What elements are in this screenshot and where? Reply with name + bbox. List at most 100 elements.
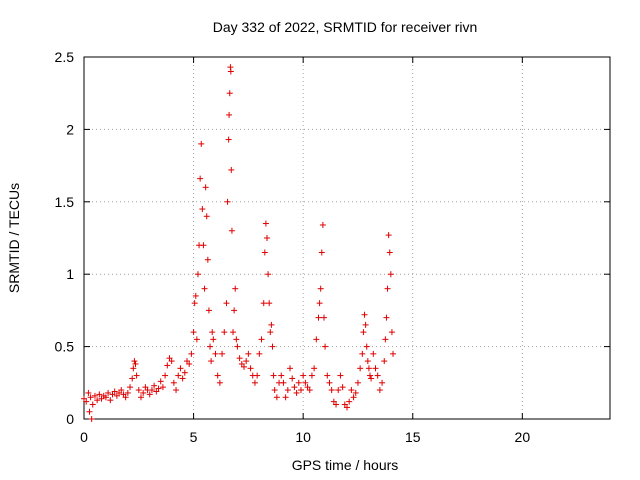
data-point	[212, 350, 219, 357]
data-point	[368, 375, 375, 382]
data-point	[311, 365, 318, 372]
data-point	[177, 365, 184, 372]
data-point	[313, 336, 320, 343]
data-point	[383, 314, 390, 321]
data-point	[205, 307, 212, 314]
data-point	[135, 387, 142, 394]
data-point	[210, 336, 217, 343]
data-point	[83, 398, 90, 405]
data-point	[370, 350, 377, 357]
data-point	[264, 235, 271, 241]
x-tick-label: 20	[515, 429, 531, 445]
data-point	[140, 389, 147, 396]
data-point	[200, 242, 207, 249]
data-point	[228, 166, 235, 173]
x-tick-label: 10	[295, 429, 311, 445]
data-point	[302, 379, 309, 386]
data-point	[155, 385, 162, 392]
data-point	[181, 369, 188, 376]
y-axis-label: SRMTID / TECUs	[6, 183, 22, 293]
data-point	[333, 401, 340, 408]
data-point	[318, 249, 325, 256]
data-point	[86, 408, 93, 415]
data-point	[137, 394, 144, 401]
data-point	[226, 90, 233, 97]
data-point	[386, 249, 393, 256]
data-point	[230, 329, 237, 336]
data-point	[88, 416, 95, 422]
data-point	[96, 391, 103, 398]
data-point	[300, 372, 307, 379]
data-point	[168, 358, 175, 365]
data-point	[197, 175, 204, 182]
chart-title: Day 332 of 2022, SRMTID for receiver riv…	[213, 19, 478, 35]
data-point	[367, 372, 374, 379]
data-point	[202, 184, 209, 191]
data-point	[346, 398, 353, 405]
data-point	[308, 372, 315, 379]
data-point	[124, 389, 131, 396]
data-point	[157, 378, 164, 385]
data-point	[233, 336, 240, 343]
data-point	[175, 372, 182, 379]
data-point	[388, 329, 395, 336]
data-point	[387, 271, 394, 278]
y-tick-label: 2.5	[55, 49, 75, 65]
data-point	[85, 389, 92, 396]
data-point	[360, 329, 367, 336]
plot-frame	[83, 56, 611, 420]
data-point	[262, 220, 269, 227]
data-point	[191, 300, 198, 307]
data-point	[268, 321, 275, 328]
data-point	[260, 300, 267, 307]
data-point	[258, 336, 265, 343]
data-point	[107, 397, 114, 404]
data-point	[118, 387, 125, 394]
data-point	[270, 372, 277, 379]
data-point	[364, 358, 371, 365]
data-point	[209, 329, 216, 336]
data-point	[293, 389, 300, 396]
data-point	[223, 300, 230, 307]
data-point	[232, 285, 239, 292]
data-point	[261, 249, 268, 256]
data-point	[151, 382, 158, 389]
data-point	[111, 388, 118, 395]
data-point	[207, 343, 214, 350]
data-point	[102, 394, 109, 401]
data-point	[201, 285, 208, 292]
data-point	[381, 358, 388, 365]
data-point	[91, 392, 98, 399]
data-point	[350, 394, 357, 401]
data-point	[297, 387, 304, 394]
data-point	[384, 285, 391, 292]
data-point	[361, 311, 368, 318]
data-point	[284, 387, 291, 394]
data-point	[162, 372, 169, 379]
data-point	[226, 111, 233, 118]
data-point	[186, 360, 193, 367]
data-point	[269, 343, 276, 350]
data-point	[159, 384, 166, 391]
data-point	[363, 343, 370, 350]
y-tick-label: 0	[66, 411, 74, 427]
data-point	[208, 358, 215, 365]
data-point	[130, 365, 137, 372]
data-point	[267, 329, 274, 336]
data-point	[326, 379, 333, 386]
data-point	[240, 363, 247, 370]
y-tick-label: 1.5	[55, 194, 75, 210]
data-point	[295, 379, 302, 386]
data-point	[324, 372, 331, 379]
data-point	[316, 300, 323, 307]
data-point	[289, 375, 296, 382]
data-point	[173, 387, 180, 394]
y-tick-label: 2	[66, 121, 74, 137]
data-point	[236, 355, 243, 362]
data-point	[204, 256, 211, 263]
x-axis-label: GPS time / hours	[292, 457, 399, 473]
data-point	[278, 372, 285, 379]
point-layer	[81, 64, 397, 422]
